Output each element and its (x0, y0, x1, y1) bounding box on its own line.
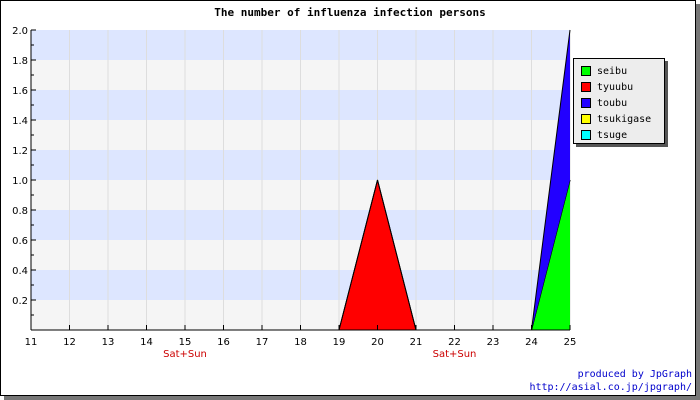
credit: produced by JpGraph http://asial.co.jp/j… (529, 368, 692, 394)
legend-label: toubu (597, 97, 628, 109)
legend-label: seibu (597, 65, 628, 77)
x-tick-label: 12 (63, 337, 76, 348)
x-tick-label: 22 (448, 337, 461, 348)
x-tick-label: 20 (371, 337, 384, 348)
y-tick-label: 0.4 (12, 266, 28, 277)
legend-swatch (581, 114, 591, 124)
x-tick-label: 21 (410, 337, 423, 348)
legend-item-tsuge: tsuge (574, 127, 664, 143)
legend-item-tsukigase: tsukigase (574, 111, 664, 127)
y-tick-label: 1.0 (12, 176, 28, 187)
x-tick-label: 14 (140, 337, 153, 348)
legend-item-tyuubu: tyuubu (574, 79, 664, 95)
x-tick-label: 19 (333, 337, 346, 348)
x-tick-label: 11 (25, 337, 38, 348)
legend-label: tyuubu (597, 81, 634, 93)
legend-swatch (581, 82, 591, 92)
plot-bands (31, 30, 571, 330)
legend-swatch (581, 98, 591, 108)
x-tick-label: 25 (564, 337, 577, 348)
x-tick-label: 23 (487, 337, 500, 348)
tick-labels: 0.2 0.4 0.6 0.8 1.0 1.2 1.4 1.6 1.8 2.0 11 12 13 14 15… (12, 26, 576, 360)
y-tick-label: 1.2 (12, 146, 28, 157)
weekend-label: Sat+Sun (433, 349, 477, 360)
legend-label: tsukigase (597, 113, 652, 125)
legend-item-toubu: toubu (574, 95, 664, 111)
y-tick-label: 0.6 (12, 236, 28, 247)
x-tick-label: 17 (256, 337, 269, 348)
x-tick-label: 13 (102, 337, 115, 348)
x-tick-label: 18 (294, 337, 307, 348)
x-tick-label: 24 (525, 337, 538, 348)
plot-axes (30, 29, 571, 331)
chart-title: The number of influenza infection person… (214, 6, 486, 19)
legend-item-seibu: seibu (574, 63, 664, 79)
legend-swatch (581, 130, 591, 140)
credit-line-2[interactable]: http://asial.co.jp/jpgraph/ (529, 382, 692, 393)
y-tick-label: 0.2 (12, 296, 28, 307)
legend: seibu tyuubu toubu tsukigase tsuge (573, 58, 665, 144)
legend-swatch (581, 66, 591, 76)
y-tick-label: 2.0 (12, 26, 28, 37)
y-tick-label: 0.8 (12, 206, 28, 217)
x-tick-label: 15 (179, 337, 192, 348)
credit-line-1: produced by JpGraph (577, 369, 692, 380)
x-tick-label: 16 (217, 337, 230, 348)
legend-label: tsuge (597, 129, 628, 141)
y-tick-label: 1.4 (12, 116, 28, 127)
y-tick-label: 1.6 (12, 86, 28, 97)
weekend-label: Sat+Sun (163, 349, 207, 360)
y-tick-label: 1.8 (12, 56, 28, 67)
